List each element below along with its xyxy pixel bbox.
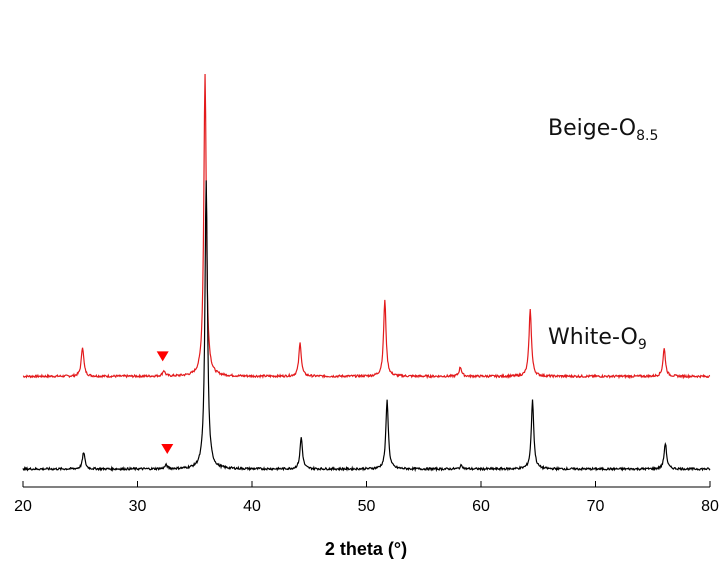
x-tick-label-80: 80 [701, 498, 719, 515]
triangle-marker-1 [161, 444, 174, 454]
series-label-main: Beige-O [548, 116, 636, 141]
x-tick-label-20: 20 [14, 498, 32, 515]
series-label-1: White-O9 [548, 325, 647, 353]
series-label-main: White-O [548, 325, 638, 350]
series-labels: Beige-O8.5 White-O9 [548, 116, 658, 353]
triangle-marker-0 [156, 351, 169, 362]
series-line-1 [22, 180, 711, 473]
series-label-subscript: 9 [638, 337, 647, 353]
series-label-0: Beige-O8.5 [548, 116, 658, 144]
x-ticks: 20 30 40 50 60 70 80 [14, 481, 719, 515]
series-line-0 [22, 74, 711, 380]
x-tick-label-50: 50 [358, 498, 376, 515]
x-tick-label-60: 60 [472, 498, 490, 515]
series-label-subscript: 8.5 [636, 128, 658, 144]
x-tick-label-30: 30 [129, 498, 147, 515]
x-axis-title: 2 theta (°) [325, 539, 407, 559]
series-layer [22, 74, 711, 473]
x-tick-label-40: 40 [243, 498, 261, 515]
x-tick-label-70: 70 [587, 498, 605, 515]
